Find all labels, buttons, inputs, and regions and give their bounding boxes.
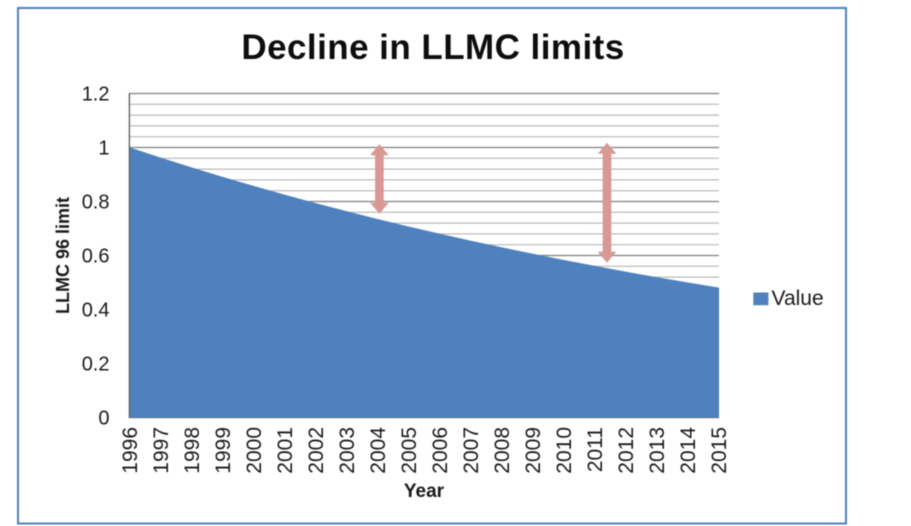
svg-text:2004: 2004 bbox=[367, 427, 390, 474]
svg-text:2011: 2011 bbox=[584, 427, 607, 472]
svg-text:1999: 1999 bbox=[212, 427, 235, 474]
svg-text:2012: 2012 bbox=[615, 427, 638, 474]
svg-text:0.4: 0.4 bbox=[82, 300, 110, 322]
svg-text:0.2: 0.2 bbox=[82, 354, 110, 376]
svg-text:2008: 2008 bbox=[491, 427, 514, 474]
svg-text:1996: 1996 bbox=[119, 427, 142, 474]
svg-text:1997: 1997 bbox=[150, 427, 173, 474]
svg-text:Year: Year bbox=[404, 481, 445, 502]
svg-text:2001: 2001 bbox=[274, 427, 297, 474]
svg-text:0: 0 bbox=[98, 408, 109, 430]
svg-text:Value: Value bbox=[772, 287, 824, 310]
svg-text:2009: 2009 bbox=[522, 427, 545, 474]
svg-text:2005: 2005 bbox=[398, 427, 421, 474]
svg-text:2013: 2013 bbox=[646, 427, 669, 474]
svg-text:0.8: 0.8 bbox=[82, 192, 110, 214]
svg-text:2014: 2014 bbox=[677, 427, 700, 474]
svg-text:2015: 2015 bbox=[708, 427, 731, 474]
svg-text:LLMC 96 limit: LLMC 96 limit bbox=[53, 197, 73, 314]
svg-text:0.6: 0.6 bbox=[82, 246, 110, 268]
svg-text:2002: 2002 bbox=[305, 427, 328, 474]
svg-text:Decline in LLMC limits: Decline in LLMC limits bbox=[241, 28, 624, 67]
svg-text:1.2: 1.2 bbox=[82, 84, 110, 106]
svg-text:1: 1 bbox=[98, 138, 109, 160]
svg-text:2010: 2010 bbox=[553, 427, 576, 474]
svg-text:2003: 2003 bbox=[336, 427, 359, 474]
svg-text:1998: 1998 bbox=[181, 427, 204, 474]
svg-text:2006: 2006 bbox=[429, 427, 452, 474]
svg-text:2007: 2007 bbox=[460, 427, 483, 474]
svg-text:2000: 2000 bbox=[243, 427, 266, 474]
